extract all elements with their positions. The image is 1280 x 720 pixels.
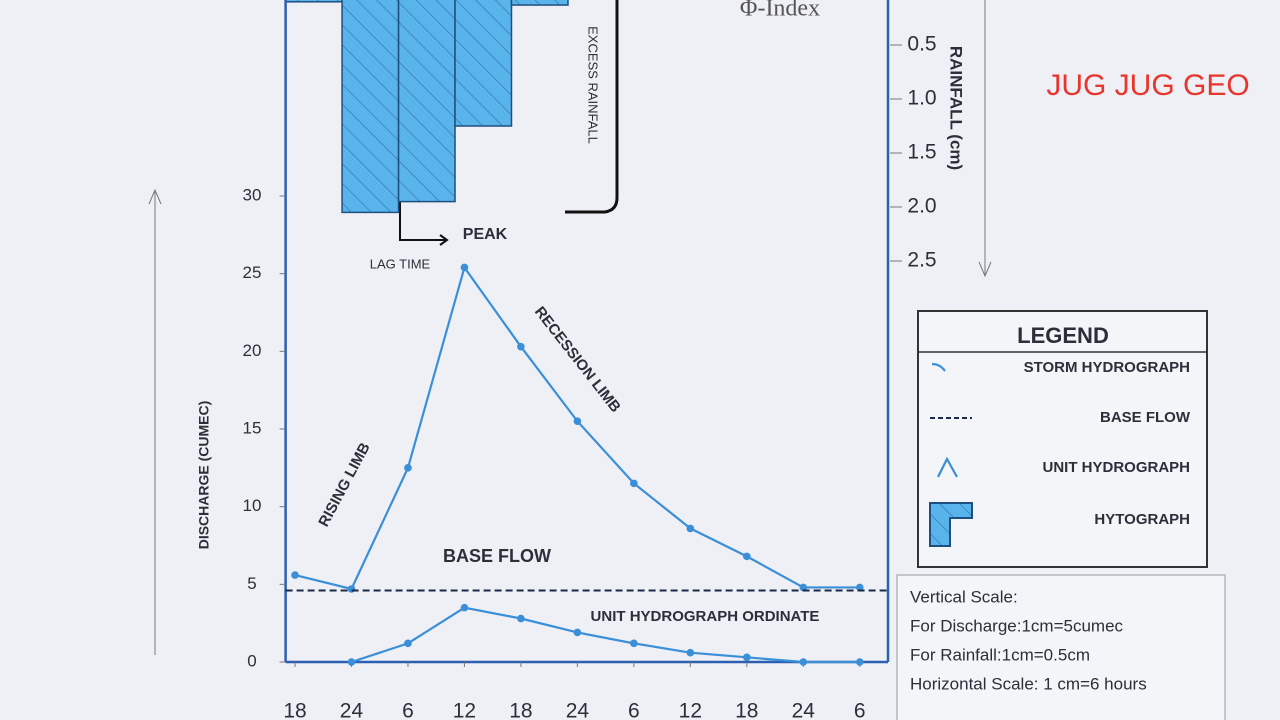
- unit-label: UNIT HYDROGRAPH ORDINATE: [591, 608, 820, 625]
- point: [291, 571, 299, 579]
- x-tick-label: 18: [283, 700, 306, 720]
- point: [686, 648, 695, 657]
- point: [630, 639, 638, 648]
- point: [573, 417, 582, 426]
- scale-note: Horizontal Scale: 1 cm=6 hours: [910, 674, 1147, 693]
- x-tick-label: 6: [628, 700, 640, 720]
- x-tick-label: 18: [509, 700, 532, 720]
- legend-box: [917, 310, 1208, 568]
- y2-tick-label: 2.0: [907, 195, 936, 218]
- y2-axis-label: RAINFALL (cm): [947, 46, 966, 170]
- legend-label: UNIT HYDROGRAPH: [1042, 459, 1190, 476]
- point: [855, 583, 864, 592]
- point: [573, 628, 582, 637]
- point: [517, 614, 525, 623]
- y-tick-label: 0: [247, 651, 256, 670]
- scale-note: For Rainfall:1cm=0.5cm: [910, 645, 1090, 664]
- point: [460, 263, 469, 272]
- excess-label: EXCESS RAINFALL: [586, 26, 601, 144]
- x-tick-label: 12: [679, 700, 702, 720]
- point: [347, 585, 356, 593]
- y2-tick-label: 2.5: [907, 249, 936, 272]
- x-tick-label: 24: [792, 700, 816, 720]
- legend-swatch: [931, 362, 946, 372]
- point: [404, 639, 412, 648]
- up-arrow: [148, 188, 162, 655]
- scale-box: [896, 574, 1226, 720]
- x-tick-label: 18: [735, 700, 758, 720]
- y2-tick-label: 1.0: [907, 87, 936, 110]
- legend-label: HYTOGRAPH: [1094, 511, 1190, 528]
- watermark: JUG JUG GEO: [1046, 69, 1249, 102]
- legend-label: STORM HYDROGRAPH: [1024, 359, 1190, 376]
- x-tick-label: 24: [566, 700, 590, 720]
- down-arrow: [978, 0, 992, 278]
- series-line: [351, 606, 860, 664]
- point: [855, 658, 864, 666]
- point: [686, 524, 695, 533]
- point: [630, 479, 638, 488]
- x-tick-label: 12: [453, 700, 476, 720]
- legend-title: LEGEND: [1017, 323, 1109, 348]
- legend-label: BASE FLOW: [1100, 409, 1191, 426]
- x-tick-label: 6: [402, 700, 414, 720]
- y-axis-label: DISCHARGE (CUMEC): [196, 401, 212, 550]
- scale-note: For Discharge:1cm=5cumec: [910, 616, 1124, 635]
- hyetograph-bar: [454, 0, 513, 127]
- hyetograph-bar: [284, 0, 343, 3]
- point: [743, 552, 751, 561]
- point: [517, 342, 525, 351]
- hyetograph-bar: [341, 0, 400, 214]
- point: [743, 653, 751, 662]
- peak-label: PEAK: [463, 226, 508, 243]
- legend-swatch: [929, 502, 973, 547]
- point: [460, 603, 469, 612]
- y-tick-label: 10: [243, 496, 262, 515]
- point: [404, 464, 412, 472]
- lag-label: LAG TIME: [370, 256, 431, 271]
- point: [347, 658, 356, 666]
- legend-swatch: [937, 456, 958, 478]
- y2-tick-label: 1.5: [907, 141, 936, 164]
- excess-bracket: [565, 0, 619, 214]
- hyetograph-bar: [510, 0, 569, 6]
- base-flow-label: BASE FLOW: [443, 546, 551, 566]
- phi-index: Φ-Index: [740, 0, 820, 22]
- y-tick-label: 5: [247, 574, 256, 593]
- point: [799, 583, 808, 592]
- lag-bracket: [399, 200, 449, 246]
- y-tick-label: 30: [243, 185, 262, 204]
- x-tick-label: 6: [854, 700, 866, 720]
- y-tick-label: 25: [243, 263, 262, 282]
- x-tick-label: 24: [340, 700, 364, 720]
- y2-tick-label: 0.5: [907, 33, 936, 56]
- point: [799, 658, 808, 666]
- y-tick-label: 20: [243, 341, 262, 360]
- hyetograph-bar: [397, 0, 456, 203]
- y-tick-label: 15: [243, 418, 262, 437]
- scale-note: Vertical Scale:: [910, 587, 1018, 606]
